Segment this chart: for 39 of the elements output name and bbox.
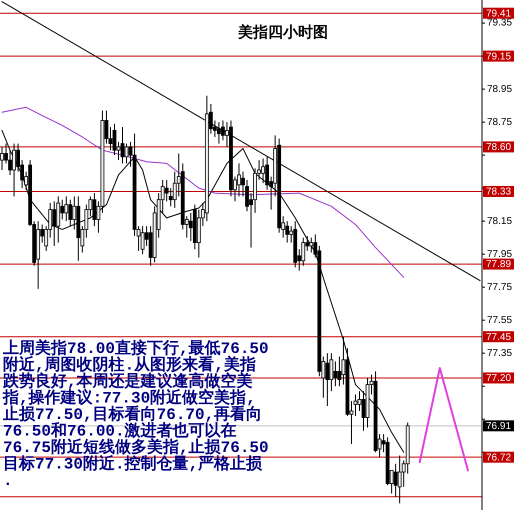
ref-line-label: 79.15 <box>486 51 512 62</box>
y-tick-label: 79.35 <box>487 18 512 29</box>
candlestick <box>398 455 402 504</box>
y-tick-label: 78.75 <box>487 116 512 128</box>
candlestick <box>261 158 265 184</box>
candlestick <box>140 226 144 255</box>
candlestick <box>68 199 72 227</box>
y-tick-label: 77.75 <box>487 282 512 293</box>
ref-line-label: 79.41 <box>486 8 512 20</box>
candlestick <box>217 122 221 144</box>
candlestick <box>0 146 4 170</box>
candlestick <box>56 196 60 244</box>
candlestick <box>64 196 68 222</box>
candlestick <box>12 143 16 197</box>
text: 上周美指78.00直接下行,最低76.50附近,周图收阴柱.从图形来看,美指跌势良好,本周还是建议逢高做空美指,操作建议:77.30附近做空美指,止损77.50,目标看向76.70,再看向76.50和76.00.激进者也可以在76.75附近短线做多美指,止损76.50目标77.30附近.控制仓量,严格止损. <box>3 340 269 490</box>
y-tick-label: 78.15 <box>487 216 512 227</box>
text: 美指四小时图 <box>237 23 328 41</box>
y-tick-label: 78.95 <box>487 84 512 95</box>
candlestick <box>52 200 56 246</box>
candlestick <box>333 360 338 387</box>
candlestick <box>301 237 306 266</box>
ref-line-label: 76.72 <box>486 452 512 464</box>
candlestick <box>309 237 314 254</box>
line-series <box>2 106 404 278</box>
candlestick <box>120 126 124 164</box>
ref-line-label: 77.45 <box>486 332 512 343</box>
candlestick <box>285 220 290 244</box>
ref-line-label: 78.33 <box>486 186 512 198</box>
ref-line-label: 77.20 <box>486 373 512 384</box>
candlestick <box>394 463 398 498</box>
candlestick <box>112 123 116 156</box>
ref-line-label: 78.60 <box>486 142 512 154</box>
candlestick <box>325 352 330 407</box>
ref-line-label: 76.91 <box>486 420 512 432</box>
y-tick-label: 77.55 <box>487 314 512 326</box>
y-tick-label: 77.35 <box>487 348 512 359</box>
y-tick-label: 77.95 <box>487 248 512 260</box>
ref-line-label: 77.89 <box>486 259 512 270</box>
candlestick <box>124 143 128 164</box>
